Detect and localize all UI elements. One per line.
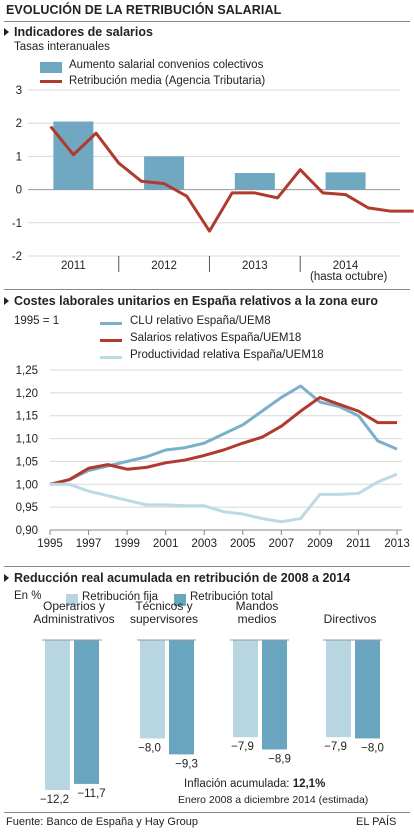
x-tick-label: 2011: [61, 260, 86, 272]
legend-swatch-fija: [66, 594, 78, 606]
data-label: −7,9: [324, 741, 347, 753]
category-label: Administrativos: [33, 612, 114, 626]
x-tick-label: 2009: [307, 538, 333, 550]
legend-swatch-line: [40, 80, 62, 83]
triangle-bullet-icon: [4, 574, 9, 582]
bar: [74, 640, 99, 784]
legend-label-convenios: Aumento salarial convenios colectivos: [69, 59, 264, 71]
x-tick-label: 2001: [153, 538, 179, 550]
y-tick-label: 1,00: [16, 479, 38, 491]
x-tick-label: 1995: [37, 538, 63, 550]
category-label: Técnicos y: [135, 599, 192, 613]
chart3-title-text: Reducción real acumulada en retribución …: [14, 571, 351, 585]
legend-label-total: Retribución total: [190, 591, 274, 603]
category-label: medios: [238, 612, 277, 626]
bar: [140, 640, 165, 739]
section-divider-2: [4, 566, 410, 567]
x-tick-label: 2003: [191, 538, 217, 550]
title-divider: [4, 21, 410, 22]
y-tick-label: 0: [16, 185, 22, 197]
triangle-bullet-icon: [4, 28, 9, 36]
x-tick-label: 2013: [242, 260, 268, 272]
footer-divider: [4, 812, 410, 813]
y-tick-label: -1: [12, 218, 22, 230]
x-tick-label: 1999: [114, 538, 140, 550]
y-tick-label: -2: [12, 251, 22, 263]
section-divider-1: [4, 289, 410, 290]
bar: [234, 173, 275, 190]
bar: [45, 640, 70, 791]
data-label: −9,3: [175, 758, 198, 770]
brand-logo: EL PAÍS: [356, 816, 397, 828]
category-label: Mandos: [236, 599, 279, 613]
data-label: −8,0: [361, 742, 384, 754]
y-tick-label: 1,15: [16, 411, 38, 423]
data-label: −7,9: [231, 741, 254, 753]
x-tick-label: 2012: [151, 260, 177, 272]
inflation-note: Inflación acumulada: 12,1%: [184, 778, 325, 790]
bar: [169, 640, 194, 755]
data-label: −8,9: [268, 753, 291, 765]
chart2-title: Costes laborales unitarios en España rel…: [4, 294, 378, 308]
y-tick-label: 3: [16, 85, 22, 97]
legend-label-clu: CLU relativo España/UEM8: [130, 315, 271, 327]
legend-swatch-productividad: [100, 356, 122, 359]
data-label: −8,0: [138, 742, 161, 754]
x-tick-label: 2011: [346, 538, 371, 550]
chart2-title-text: Costes laborales unitarios en España rel…: [14, 294, 379, 308]
chart1-note: (hasta octubre): [310, 271, 388, 283]
series-line: [49, 395, 397, 486]
y-tick-label: 1,25: [16, 365, 38, 377]
legend-swatch-total: [174, 594, 186, 606]
x-tick-label: 2013: [384, 538, 410, 550]
x-tick-label: 2005: [230, 538, 256, 550]
legend-label-fija: Retribución fija: [82, 591, 159, 603]
series-line: [49, 125, 414, 233]
inflation-period: Enero 2008 a diciembre 2014 (estimada): [178, 794, 369, 806]
chart1-title-text: Indicadores de salarios: [14, 25, 153, 39]
bar: [262, 640, 287, 750]
chart3-subtitle: En %: [14, 590, 42, 602]
bar: [326, 640, 351, 738]
inflation-label: Inflación acumulada:: [184, 778, 290, 790]
x-tick-label: 2007: [269, 538, 295, 550]
y-tick-label: 2: [16, 118, 22, 130]
series-line: [50, 472, 398, 524]
chart1-title: Indicadores de salarios: [4, 25, 153, 39]
y-tick-label: 1: [16, 151, 22, 163]
legend-label-productividad: Productividad relativa España/UEM18: [130, 349, 324, 361]
bar: [233, 640, 258, 738]
chart2-subtitle: 1995 = 1: [14, 315, 60, 327]
inflation-value: 12,1%: [292, 778, 326, 790]
legend-swatch-clu: [100, 322, 122, 325]
y-tick-label: 1,20: [16, 388, 38, 400]
y-tick-label: 0,90: [16, 525, 38, 537]
page-title: EVOLUCIÓN DE LA RETRIBUCIÓN SALARIAL: [6, 3, 282, 17]
y-tick-label: 1,05: [16, 456, 38, 468]
category-label: Directivos: [324, 612, 377, 626]
data-label: −12,2: [40, 794, 69, 806]
chart3-title: Reducción real acumulada en retribución …: [4, 571, 350, 585]
legend-label-salarios: Salarios relativos España/UEM18: [130, 332, 302, 344]
triangle-bullet-icon: [4, 297, 9, 305]
y-tick-label: 1,10: [16, 434, 38, 446]
category-label: Operarios y: [43, 599, 105, 613]
legend-swatch-salarios: [100, 339, 122, 342]
x-tick-label: 1997: [76, 538, 102, 550]
legend-swatch-bar: [40, 62, 62, 73]
y-tick-label: 0,95: [16, 502, 38, 514]
legend-label-retribucion: Retribución media (Agencia Tributaria): [69, 75, 266, 87]
chart1-subtitle: Tasas interanuales: [14, 41, 110, 53]
x-tick-label: 2014: [333, 260, 359, 272]
data-label: −11,7: [77, 788, 105, 800]
bar: [355, 640, 380, 739]
category-label: supervisores: [130, 612, 198, 626]
bar: [325, 172, 366, 190]
source-note: Fuente: Banco de España y Hay Group: [6, 816, 199, 828]
